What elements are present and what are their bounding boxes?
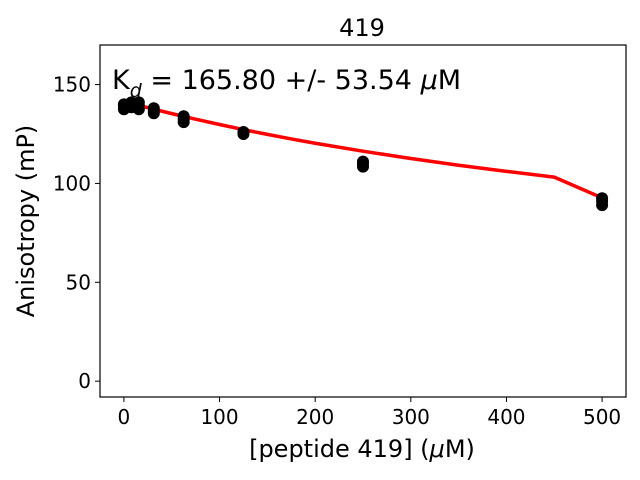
x-tick-label: 300 — [392, 405, 430, 429]
y-tick-label: 100 — [53, 171, 91, 195]
chart-title: 419 — [339, 14, 385, 42]
x-tick-label: 400 — [487, 405, 525, 429]
y-tick-label: 150 — [53, 73, 91, 97]
y-tick-label: 50 — [66, 270, 91, 294]
kd-annotation: Kd = 165.80 +/- 53.54 μM — [112, 65, 461, 102]
x-tick-label: 0 — [118, 405, 131, 429]
data-point — [147, 102, 160, 115]
data-point — [237, 126, 250, 139]
data-point — [132, 96, 145, 109]
plot-frame — [99, 44, 627, 398]
y-axis-ticks: 0 50 100 150 — [53, 73, 100, 393]
data-point — [596, 192, 609, 205]
x-axis-label: [peptide 419] (μM) — [249, 435, 475, 463]
x-axis-ticks: 0 100 200 300 400 500 — [118, 397, 621, 429]
data-points-layer — [117, 96, 609, 212]
fit-curve — [122, 99, 604, 200]
x-tick-label: 200 — [296, 405, 334, 429]
plot-area — [99, 44, 627, 398]
fit-curve-layer — [122, 99, 604, 200]
y-tick-label: 0 — [78, 369, 91, 393]
data-point — [357, 155, 369, 168]
x-tick-label: 500 — [583, 405, 621, 429]
data-point — [177, 110, 190, 123]
y-axis-label: Anisotropy (mP) — [12, 125, 40, 318]
x-tick-label: 100 — [200, 405, 238, 429]
